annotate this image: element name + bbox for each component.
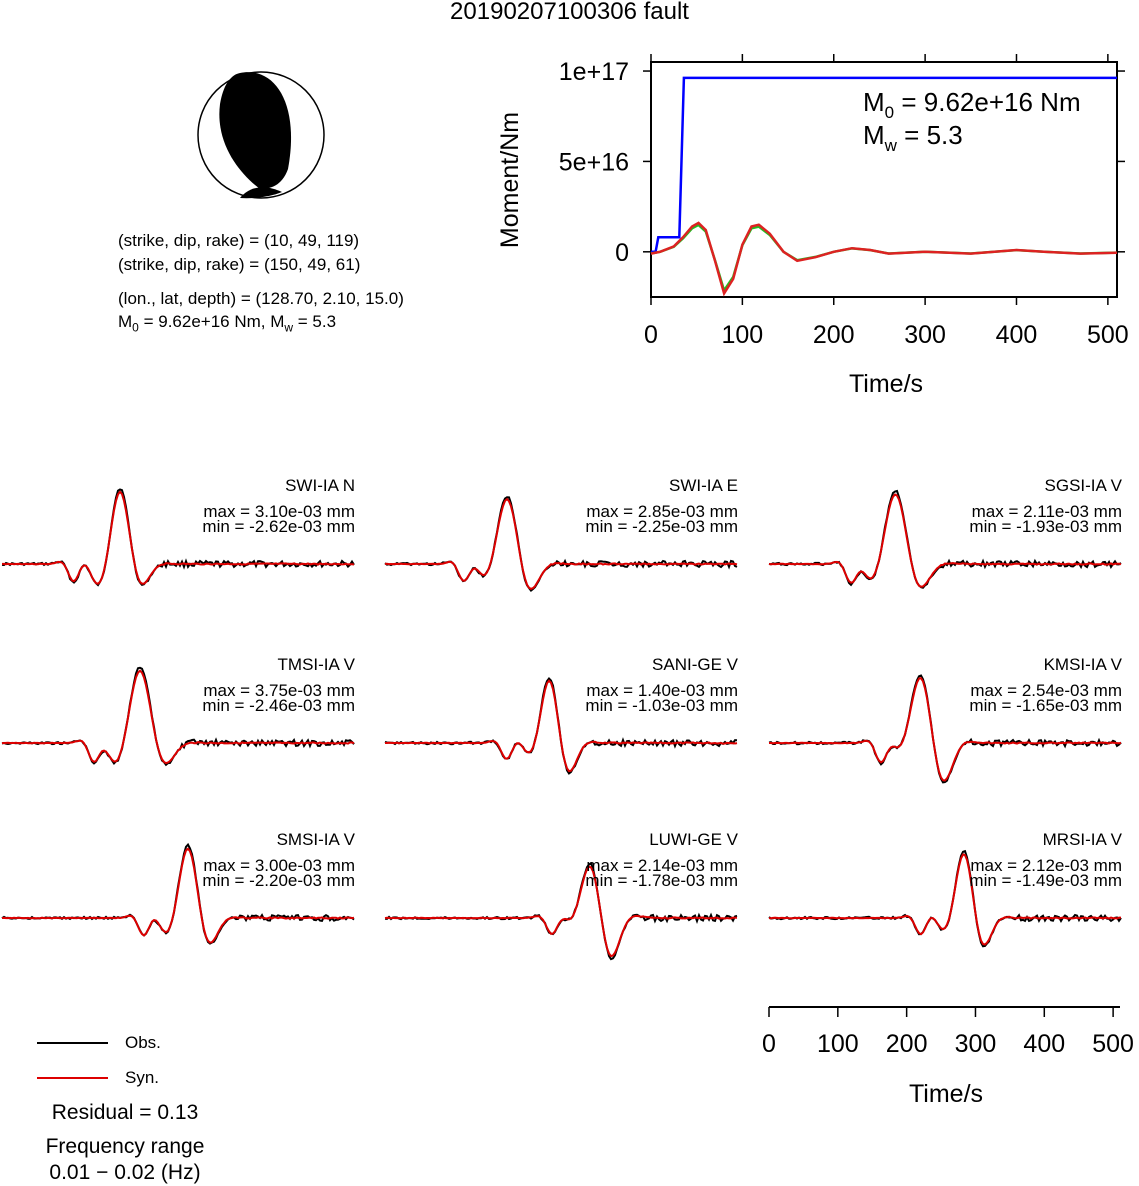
waveform-station-label: TMSI-IA V	[277, 655, 355, 674]
waveform-panel: SGSI-IA V max = 2.11e-03 mm min = -1.93e-0…	[767, 472, 1125, 650]
waveform-station-label: KMSI-IA V	[1043, 655, 1122, 674]
synthetic-trace	[384, 497, 738, 591]
mechanism-plane1: (strike, dip, rake) = (10, 49, 119)	[118, 231, 360, 250]
legend-lines	[37, 1042, 108, 1079]
waveform-max-label: max = 2.12e-03 mm	[970, 856, 1122, 875]
waveform-min-label: min = -2.46e-03 mm	[202, 696, 355, 715]
waveform-max-label: max = 3.10e-03 mm	[203, 502, 355, 521]
waveform-station-label: SANI-GE V	[652, 655, 738, 674]
waveform-min-label: min = -1.78e-03 mm	[585, 871, 738, 890]
waveform-panel: TMSI-IA V max = 3.75e-03 mm min = -2.46e-0…	[0, 651, 358, 829]
waveform-x-tick-label: 100	[817, 1030, 859, 1058]
waveform-panel: KMSI-IA V max = 2.54e-03 mm min = -1.65e-0…	[767, 651, 1125, 829]
moment-x-label: Time/s	[849, 370, 923, 398]
waveform-station-label: SMSI-IA V	[276, 830, 355, 849]
waveform-min-label: min = -2.62e-03 mm	[202, 517, 355, 536]
moment-x-tick-label: 400	[996, 321, 1038, 349]
residual-label: Residual = 0.13	[51, 1101, 199, 1124]
synthetic-trace	[385, 679, 738, 773]
legend-syn-label: Syn.	[125, 1068, 160, 1087]
moment-m0-label: M0 = 9.62e+16 Nm	[863, 87, 1081, 122]
mechanism-moment: M0 = 9.62e+16 Nm, Mw = 5.3	[118, 312, 337, 335]
waveform-x-tick-label: 500	[1092, 1030, 1134, 1058]
waveform-max-label: max = 2.14e-03 mm	[586, 856, 738, 875]
waveform-panel: SANI-GE V max = 1.40e-03 mm min = -1.03e-0…	[383, 651, 741, 829]
page-title: 20190207100306 fault	[450, 0, 689, 25]
waveform-x-tick-label: 0	[762, 1030, 776, 1058]
moment-mw-label: Mw = 5.3	[863, 120, 963, 155]
waveform-x-tick-label: 300	[955, 1030, 997, 1058]
moment-plot-frame	[650, 61, 1118, 298]
waveform-station-label: SWI-IA E	[669, 476, 738, 495]
waveform-panel: SWI-IA N max = 3.10e-03 mm min = -2.62e-03…	[0, 472, 358, 650]
synthetic-trace	[768, 493, 1122, 588]
moment-y-tick-label: 1e+17	[559, 58, 629, 86]
waveform-max-label: max = 2.54e-03 mm	[970, 681, 1122, 700]
synthetic-trace	[384, 865, 738, 958]
frequency-range: 0.01 − 0.02 (Hz)	[49, 1161, 201, 1184]
moment-x-tick-label: 300	[904, 321, 946, 349]
mechanism-location: (lon., lat, depth) = (128.70, 2.10, 15.0…	[118, 289, 404, 308]
waveform-x-tick-label: 200	[886, 1030, 928, 1058]
moment-y-label: Moment/Nm	[496, 112, 524, 248]
waveform-min-label: min = -1.03e-03 mm	[585, 696, 738, 715]
waveform-min-label: min = -1.49e-03 mm	[969, 871, 1122, 890]
waveform-panel: LUWI-GE V max = 2.14e-03 mm min = -1.78e-0…	[383, 826, 741, 1004]
waveform-x-tick-label: 400	[1023, 1030, 1065, 1058]
waveform-station-label: MRSI-IA V	[1042, 830, 1122, 849]
moment-x-tick-label: 0	[644, 321, 658, 349]
moment-rate-chart: 1e+17 5e+16 0 0 100 200 300 400 500 M0 = 9.62e+1…	[496, 54, 1129, 398]
moment-x-tick-label: 200	[813, 321, 855, 349]
waveform-max-label: max = 2.85e-03 mm	[586, 502, 738, 521]
waveform-panel: SWI-IA E max = 2.85e-03 mm min = -2.25e-03…	[383, 472, 741, 650]
stf-red-curve	[650, 221, 1118, 297]
synthetic-trace	[1, 669, 355, 765]
waveform-panel: MRSI-IA V max = 2.12e-03 mm min = -1.49e-0…	[767, 826, 1125, 1004]
waveform-max-label: max = 3.75e-03 mm	[203, 681, 355, 700]
moment-x-tick-label: 100	[722, 321, 764, 349]
waveform-min-label: min = -2.20e-03 mm	[202, 871, 355, 890]
waveform-min-label: min = -1.93e-03 mm	[969, 517, 1122, 536]
waveform-max-label: max = 1.40e-03 mm	[586, 681, 738, 700]
waveform-min-label: min = -1.65e-03 mm	[969, 696, 1122, 715]
waveform-max-label: max = 3.00e-03 mm	[203, 856, 355, 875]
waveform-station-label: SGSI-IA V	[1044, 476, 1122, 495]
waveform-x-label: Time/s	[909, 1080, 983, 1108]
waveform-station-label: LUWI-GE V	[649, 830, 738, 849]
legend-obs-label: Obs.	[125, 1033, 161, 1052]
frequency-label: Frequency range	[45, 1135, 205, 1158]
beachball-icon	[197, 71, 325, 199]
waveform-station-label: SWI-IA N	[285, 476, 355, 495]
waveform-max-label: max = 2.11e-03 mm	[971, 502, 1122, 521]
moment-x-tick-label: 500	[1087, 321, 1129, 349]
synthetic-trace	[1, 847, 355, 944]
synthetic-trace	[2, 490, 355, 585]
mechanism-plane2: (strike, dip, rake) = (150, 49, 61)	[118, 255, 361, 274]
moment-y-tick-label: 0	[615, 239, 629, 267]
waveform-panel: SMSI-IA V max = 3.00e-03 mm min = -2.20e-0…	[0, 826, 358, 1004]
synthetic-trace	[769, 677, 1122, 782]
waveform-time-axis: 0 100 200 300 400 500 Time/s	[762, 1006, 1134, 1108]
moment-y-tick-label: 5e+16	[559, 148, 629, 176]
waveform-min-label: min = -2.25e-03 mm	[585, 517, 738, 536]
synthetic-trace	[768, 853, 1121, 946]
